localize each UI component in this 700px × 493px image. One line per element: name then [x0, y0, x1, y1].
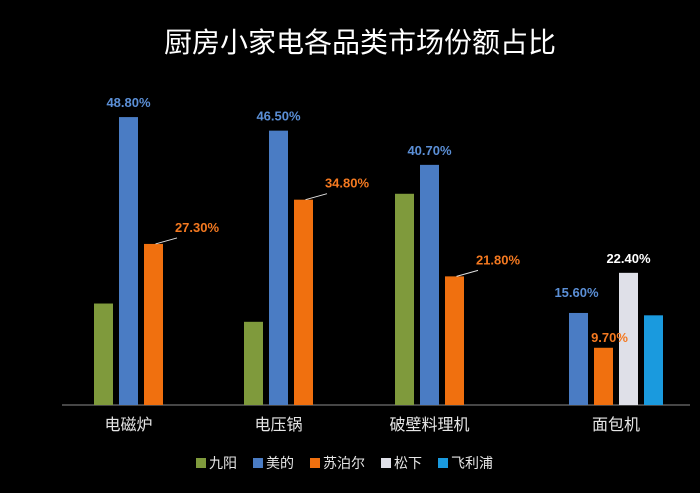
data-labels-group: 48.80% 27.30% 46.50% 34.80% 40.70% 21.80% 15.6…: [106, 95, 651, 345]
bar-美的-电磁炉: [119, 117, 138, 405]
bar-美的-破壁料理机: [420, 164, 439, 405]
legend-swatch: [253, 458, 263, 468]
legend-label: 飞利浦: [451, 456, 493, 472]
leader-line: [456, 269, 479, 277]
chart-title: 厨房小家电各品类市场份额占比: [164, 26, 556, 59]
data-label: 15.60%: [554, 285, 599, 300]
legend-swatch: [381, 458, 391, 468]
category-label: 电压锅: [254, 415, 302, 434]
data-label: 46.50%: [256, 109, 301, 124]
data-label: 48.80%: [106, 95, 151, 110]
legend: 九阳 美的 苏泊尔 松下 飞利浦: [196, 456, 493, 472]
data-label: 21.80%: [476, 252, 521, 267]
category-label: 电磁炉: [104, 415, 152, 434]
bar-九阳-电磁炉: [94, 303, 113, 405]
legend-label: 苏泊尔: [323, 456, 365, 472]
category-label: 面包机: [592, 415, 640, 434]
data-label: 27.30%: [175, 220, 220, 235]
bar-九阳-电压锅: [244, 321, 263, 405]
legend-swatch: [310, 458, 320, 468]
bar-苏泊尔-破壁料理机: [445, 276, 464, 405]
legend-swatch: [438, 458, 448, 468]
legend-label: 九阳: [209, 456, 237, 472]
legend-swatch: [196, 458, 206, 468]
category-labels-group: 电磁炉 电压锅 破壁料理机 面包机: [104, 415, 640, 434]
data-label: 9.70%: [591, 330, 628, 345]
bar-苏泊尔-面包机: [594, 347, 613, 405]
data-label: 34.80%: [325, 176, 370, 191]
data-label: 40.70%: [407, 143, 452, 158]
bar-苏泊尔-电压锅: [294, 199, 313, 405]
category-label: 破壁料理机: [389, 415, 469, 434]
leader-line: [155, 237, 178, 245]
data-label: 22.40%: [606, 251, 651, 266]
bar-飞利浦-面包机: [644, 315, 663, 405]
bar-美的-面包机: [569, 312, 588, 405]
bar-松下-面包机: [619, 272, 638, 405]
legend-label: 美的: [266, 456, 294, 472]
legend-label: 松下: [394, 456, 422, 472]
leader-line: [305, 193, 328, 201]
bar-苏泊尔-电磁炉: [144, 243, 163, 405]
bar-美的-电压锅: [269, 130, 288, 405]
bars-group: [94, 117, 663, 405]
bar-九阳-破壁料理机: [395, 193, 414, 405]
